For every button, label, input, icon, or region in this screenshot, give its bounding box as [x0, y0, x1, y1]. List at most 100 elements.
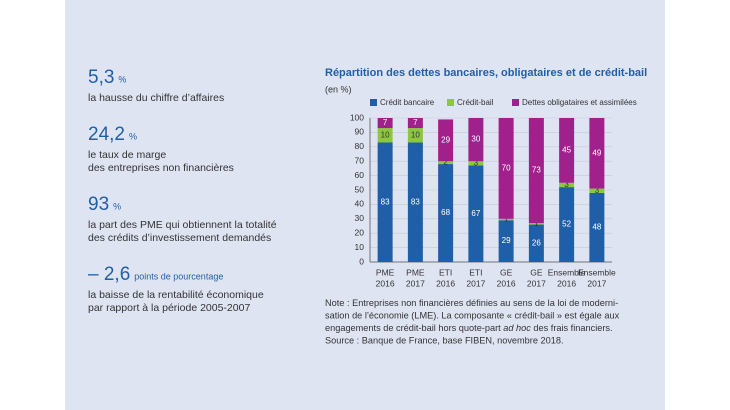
bar-segment	[438, 161, 454, 165]
note-text: sation de l’économie (LME). La composant…	[325, 311, 620, 321]
x-tick-label: 2016	[557, 278, 576, 288]
x-tick-label: ETI	[469, 267, 482, 277]
bar-segment	[528, 224, 544, 262]
note-text: des frais financiers.	[531, 323, 613, 333]
bar-segment	[589, 192, 605, 262]
y-tick-label: 20	[355, 227, 365, 237]
bar-segment	[559, 118, 575, 183]
bar-segment	[498, 218, 514, 221]
figure-unit: points de pourcentage	[134, 271, 223, 281]
bar-segment	[468, 161, 484, 166]
bar-segment	[559, 182, 575, 188]
legend-label: Crédit-bail	[457, 98, 494, 107]
x-tick-label: 2017	[406, 278, 425, 288]
bar-segment	[407, 142, 423, 262]
bar-segment	[528, 223, 544, 225]
figure-unit: %	[118, 74, 126, 84]
bar-segment	[407, 118, 423, 129]
figure-text: le taux de marge	[88, 149, 166, 161]
bar-segment	[438, 164, 454, 262]
panel	[65, 0, 665, 410]
figure-text: la part des PME qui obtiennent la totali…	[88, 219, 277, 231]
x-tick-label: GE	[530, 267, 543, 277]
value-label: 52	[562, 220, 571, 229]
x-tick-label: 2016	[497, 278, 516, 288]
figure-unit: %	[113, 201, 121, 211]
value-label: 10	[381, 130, 390, 139]
value-label: 73	[532, 166, 541, 175]
legend-label: Dettes obligataires et assimilées	[522, 98, 637, 107]
value-label: 1	[534, 219, 539, 228]
y-tick-label: 0	[359, 256, 364, 266]
figure-text: par rapport à la période 2005-2007	[88, 302, 250, 314]
value-label: 30	[471, 135, 480, 144]
bar-segment	[589, 188, 605, 193]
bar-segment	[468, 118, 484, 162]
chart-subtitle: (en %)	[325, 84, 352, 94]
value-label: 29	[502, 236, 511, 245]
y-tick-label: 90	[355, 127, 365, 137]
x-tick-label: 2017	[587, 278, 606, 288]
figure-value: 5,3	[88, 67, 114, 88]
figure-text: la baisse de la rentabilité économique	[88, 289, 264, 301]
x-tick-label: 2017	[527, 278, 546, 288]
note-text: ad hoc	[503, 323, 531, 333]
bar-segment	[438, 119, 454, 162]
x-tick-label: 2017	[466, 278, 485, 288]
note-line: Note : Entreprises non financières défin…	[325, 298, 618, 308]
value-label: 7	[383, 118, 388, 127]
value-label: 3	[595, 186, 600, 195]
value-label: 3	[564, 180, 569, 189]
value-label: 70	[502, 164, 511, 173]
bar-segment	[559, 187, 575, 262]
value-label: 2	[443, 158, 448, 167]
value-label: 68	[441, 208, 450, 217]
note-text: engagements de crédit-bail hors quote-pa…	[325, 323, 503, 333]
note-line: Source : Banque de France, base FIBEN, n…	[325, 336, 564, 346]
y-tick-label: 40	[355, 199, 365, 209]
value-label: 29	[441, 135, 450, 144]
legend-swatch	[370, 99, 377, 106]
y-tick-label: 30	[355, 213, 365, 223]
value-label: 1	[504, 215, 509, 224]
x-tick-label: Ensemble	[548, 267, 586, 277]
value-label: 10	[411, 130, 420, 139]
bar-segment	[589, 118, 605, 189]
figure-text: des entreprises non financières	[88, 162, 234, 174]
value-label: 26	[532, 238, 541, 247]
figure-value: – 2,6	[88, 264, 130, 285]
y-tick-label: 80	[355, 141, 365, 151]
value-label: 7	[413, 118, 418, 127]
value-label: 45	[562, 146, 571, 155]
note-text: Note : Entreprises non financières défin…	[325, 298, 618, 308]
y-tick-label: 100	[350, 112, 364, 122]
bar-segment	[468, 165, 484, 262]
bar-segment	[407, 128, 423, 143]
bar-segment	[377, 142, 393, 262]
x-tick-label: 2016	[376, 278, 395, 288]
figure-text: des crédits d’investissement demandés	[88, 232, 271, 244]
x-tick-label: PME	[376, 267, 395, 277]
bar-segment	[528, 118, 544, 224]
value-label: 83	[381, 197, 390, 206]
value-label: 83	[411, 197, 420, 206]
chart-title: Répartition des dettes bancaires, obliga…	[325, 67, 647, 79]
note-line: engagements de crédit-bail hors quote-pa…	[325, 323, 613, 333]
note-text: Source : Banque de France, base FIBEN, n…	[325, 336, 564, 346]
legend-label: Crédit bancaire	[380, 98, 435, 107]
x-tick-label: GE	[500, 267, 513, 277]
bar-segment	[498, 220, 514, 262]
figure-unit: %	[129, 131, 137, 141]
value-label: 67	[471, 209, 480, 218]
value-label: 3	[474, 158, 479, 167]
value-label: 49	[592, 148, 601, 157]
y-tick-label: 60	[355, 170, 365, 180]
x-tick-label: 2016	[436, 278, 455, 288]
y-tick-label: 70	[355, 155, 365, 165]
legend-swatch	[447, 99, 454, 106]
y-tick-label: 10	[355, 242, 365, 252]
bar-segment	[498, 118, 514, 219]
x-tick-label: ETI	[439, 267, 452, 277]
legend-swatch	[512, 99, 519, 106]
